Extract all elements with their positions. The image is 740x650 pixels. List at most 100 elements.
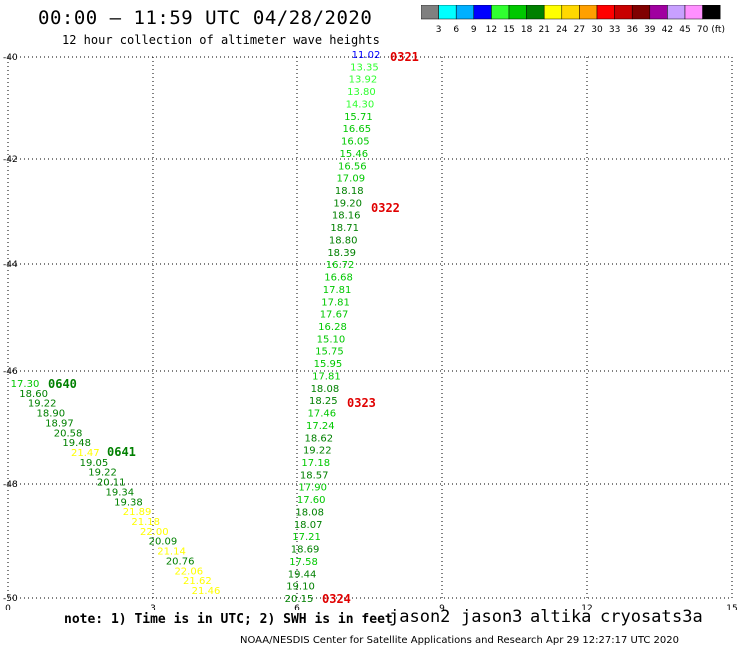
swh-value: 17.81 [323,285,352,296]
swh-value: 15.95 [314,359,343,370]
swh-value: 15.10 [317,334,346,345]
satellite-jason3: jason3 [461,607,523,627]
swh-value: 17.90 [298,483,327,494]
x-tick-label: 12 [581,604,592,610]
swh-value: 18.39 [327,248,356,259]
swh-value: 19.22 [28,399,57,410]
swh-value: 22.00 [140,527,169,538]
pass-time-label: 0324 [322,592,351,606]
color-scale-label: 6 [453,25,459,35]
swh-value: 14.30 [346,99,375,110]
swh-value: 17.46 [308,409,337,420]
color-scale-legend: 3 6 9 12 15 18 21 24 27 30 33 36 39 42 45 70 (ft) [421,5,725,35]
swh-value: 18.18 [335,186,364,197]
swh-value: 17.81 [321,297,350,308]
color-scale-label: 24 [556,25,568,35]
swh-value: 21.46 [192,586,221,597]
color-swatch [702,5,721,20]
swh-value: 17.18 [301,458,330,469]
swh-value: 19.34 [105,487,134,498]
swh-value: 19.48 [62,438,91,449]
plot-frame [7,56,733,599]
swh-value: 18.60 [19,389,48,400]
satellite-jason2: jason2 [389,607,451,627]
swh-value: 17.60 [297,495,326,506]
swh-value: 18.80 [329,235,358,246]
swh-value: 18.16 [332,211,361,222]
swh-value: 20.58 [54,428,83,439]
color-scale-label: 45 [679,25,690,35]
swh-value: 21.14 [157,547,186,558]
swh-value: 19.22 [88,468,117,479]
swh-value: 16.56 [338,161,367,172]
swh-value: 18.97 [45,418,74,429]
color-scale-label: 33 [609,25,620,35]
swh-value: 20.09 [149,537,178,548]
page-subtitle: 12 hour collection of altimeter wave hei… [62,33,380,47]
swh-value: 18.08 [311,384,340,395]
swh-value: 16.68 [324,273,353,284]
swh-value: 22.06 [174,566,203,577]
swh-value: 17.09 [336,174,365,185]
swh-value: 21.47 [71,448,100,459]
color-scale-label: 12 [486,25,497,35]
swh-value: 16.65 [343,124,372,135]
swh-value: 17.58 [289,557,318,568]
swh-value: 17.67 [320,310,349,321]
color-scale-unit: (ft) [711,25,725,35]
swh-value: 17.81 [312,371,341,382]
color-scale-label: 27 [574,25,585,35]
x-tick-label: 9 [439,604,445,610]
color-scale-label: 9 [471,25,477,35]
swh-value: 15.46 [339,149,368,160]
satellite-cryosat: cryosat [600,607,672,627]
color-scale-label: 36 [626,25,638,35]
swh-value: 20.11 [97,478,126,489]
swh-value: 18.07 [294,520,323,531]
y-tick-label: -46 [3,367,18,377]
pass-time-label: 0321 [390,50,419,64]
swh-value: 16.05 [341,137,370,148]
swh-value: 21.18 [131,517,160,528]
pass-time-label: 0641 [107,445,136,459]
swh-value: 18.71 [330,223,359,234]
y-tick-label: -50 [3,594,18,604]
color-scale-label: 18 [521,25,533,35]
satellite-s3a: s3a [672,607,703,627]
color-scale-label: 39 [644,25,656,35]
swh-value: 21.62 [183,576,212,587]
swh-value: 15.71 [344,112,373,123]
swh-value: 13.35 [350,62,379,73]
swh-value: 18.57 [300,470,329,481]
credit-line: NOAA/NESDIS Center for Satellite Applica… [240,635,679,646]
swh-value: 15.75 [315,347,344,358]
swh-value: 18.62 [304,433,333,444]
footer-note: note: 1) Time is in UTC; 2) SWH is in fe… [64,612,393,627]
swh-value: 13.92 [349,75,378,86]
x-tick-label: 6 [294,604,300,610]
color-scale-label: 70 [697,25,709,35]
y-tick-label: -42 [3,155,18,165]
swh-value: 18.08 [295,507,324,518]
pass-time-label: 0323 [347,396,376,410]
pass-time-label: 0322 [371,201,400,215]
color-scale-label: 15 [503,25,514,35]
x-tick-label: 15 [726,604,737,610]
swh-value: 20.15 [285,594,314,605]
swh-value: 16.72 [326,260,355,271]
x-tick-label: 0 [5,604,11,610]
swh-value: 18.69 [291,545,320,556]
x-tick-label: 3 [150,604,156,610]
page-title: 00:00 – 11:59 UTC 04/28/2020 [38,7,373,29]
swh-value: 19.38 [114,497,143,508]
pass-time-label: 0640 [48,377,77,391]
swh-value: 19.10 [286,582,315,593]
swh-value: 16.28 [318,322,347,333]
swh-value: 11.02 [352,50,381,61]
y-tick-label: -40 [3,53,18,63]
color-scale-label: 21 [538,25,549,35]
swh-value: 18.25 [309,396,338,407]
y-tick-label: -48 [3,480,18,490]
color-scale-label: 42 [662,25,673,35]
swh-value: 13.80 [347,87,376,98]
